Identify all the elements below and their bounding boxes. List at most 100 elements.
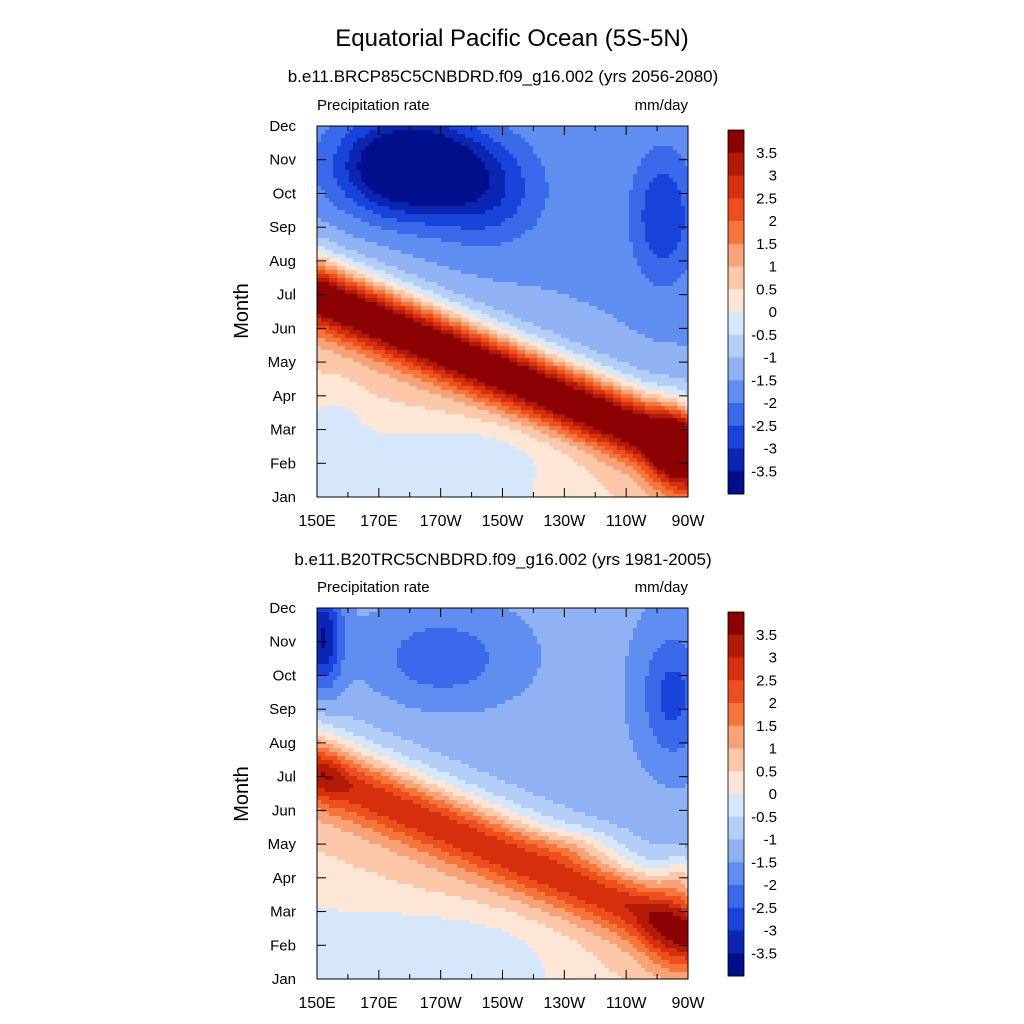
contour-cell [453,138,458,143]
contour-cell [617,282,622,287]
contour-cell [673,218,678,223]
contour-cell [417,174,422,179]
contour-cell [613,250,618,255]
contour-cell [361,194,366,199]
contour-cell [413,294,418,299]
contour-cell [509,286,514,291]
contour-cell [617,230,622,235]
contour-cell [533,314,538,319]
contour-cell [317,246,322,251]
contour-cell [317,266,322,271]
contour-cell [525,242,530,247]
contour-cell [433,158,438,163]
contour-cell [597,150,602,155]
contour-cell [605,214,610,219]
contour-cell [501,238,506,243]
contour-cell [421,166,426,171]
contour-cell [625,282,630,287]
contour-cell [585,314,590,319]
contour-cell [513,306,518,311]
contour-cell [617,178,622,183]
contour-cell [585,134,590,139]
contour-cell [369,158,374,163]
contour-cell [561,142,566,147]
contour-cell [461,198,466,203]
contour-cell [685,158,688,163]
contour-cell [349,326,354,331]
contour-cell [617,166,622,171]
contour-cell [545,134,550,139]
contour-cell [533,174,538,179]
contour-cell [421,202,426,207]
contour-cell [609,262,614,267]
contour-cell [545,170,550,175]
contour-cell [549,338,554,343]
contour-cell [401,158,406,163]
contour-cell [321,266,326,271]
contour-cell [477,330,482,335]
contour-cell [637,318,642,323]
contour-cell [569,146,574,151]
contour-cell [473,198,478,203]
contour-cell [329,306,334,311]
contour-cell [509,162,514,167]
contour-cell [389,158,394,163]
contour-cell [369,174,374,179]
contour-cell [473,330,478,335]
contour-cell [553,230,558,235]
contour-cell [409,130,414,135]
contour-cell [601,170,606,175]
contour-cell [633,126,638,131]
contour-cell [557,298,562,303]
contour-cell [669,210,674,215]
contour-cell [469,258,474,263]
contour-cell [681,126,686,131]
contour-cell [353,222,358,227]
contour-cell [429,234,434,239]
contour-cell [505,326,510,331]
contour-cell [445,162,450,167]
contour-cell [421,330,426,335]
contour-cell [377,154,382,159]
contour-cell [441,162,446,167]
contour-cell [397,198,402,203]
contour-cell [673,274,678,279]
contour-cell [625,330,630,335]
contour-cell [541,286,546,291]
contour-cell [437,298,442,303]
contour-cell [421,194,426,199]
contour-cell [449,162,454,167]
contour-cell [573,146,578,151]
contour-cell [525,166,530,171]
contour-cell [405,330,410,335]
contour-cell [489,258,494,263]
contour-cell [425,198,430,203]
contour-cell [337,250,342,255]
contour-cell [601,130,606,135]
contour-cell [589,230,594,235]
contour-cell [529,230,534,235]
contour-cell [673,154,678,159]
contour-cell [593,206,598,211]
contour-cell [509,154,514,159]
contour-cell [389,166,394,171]
contour-cell [397,258,402,263]
contour-cell [529,210,534,215]
contour-cell [585,334,590,339]
contour-cell [429,250,434,255]
contour-cell [497,326,502,331]
contour-cell [365,298,370,303]
contour-cell [425,154,430,159]
contour-cell [361,294,366,299]
contour-cell [381,334,386,339]
contour-cell [397,278,402,283]
contour-cell [333,198,338,203]
contour-cell [557,222,562,227]
contour-cell [597,254,602,259]
contour-cell [557,134,562,139]
contour-cell [561,222,566,227]
contour-cell [477,190,482,195]
contour-cell [641,278,646,283]
contour-cell [625,302,630,307]
contour-cell [393,226,398,231]
